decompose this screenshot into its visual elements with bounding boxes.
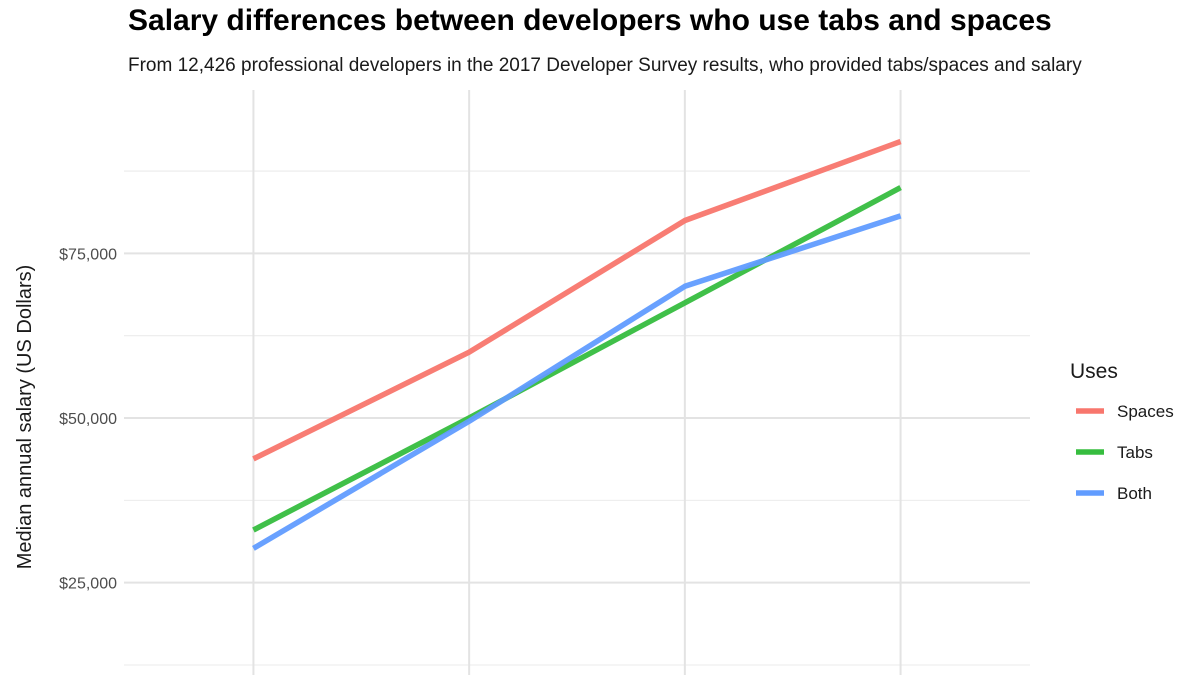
y-axis-ticks: $25,000 $50,000 $75,000 [59,246,117,592]
y-tick-label: $50,000 [59,411,117,428]
y-tick-label: $25,000 [59,576,117,593]
y-axis-title: Median annual salary (US Dollars) [14,265,36,570]
grid [124,90,1030,675]
series-line-both [252,213,902,551]
series-line-tabs [252,185,902,533]
series-lines [252,138,902,551]
chart-title: Salary differences between developers wh… [128,4,1052,37]
legend-label-both: Both [1117,484,1152,503]
series-line-spaces [252,138,902,462]
legend-label-tabs: Tabs [1117,443,1153,462]
legend-label-spaces: Spaces [1117,402,1174,421]
chart-subtitle: From 12,426 professional developers in t… [128,55,1082,76]
legend-title: Uses [1070,360,1118,383]
y-tick-label: $75,000 [59,246,117,263]
legend: Uses Spaces Tabs Both [1070,360,1174,503]
